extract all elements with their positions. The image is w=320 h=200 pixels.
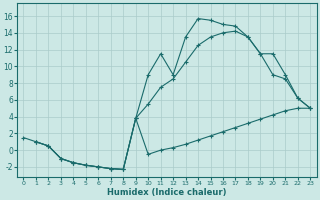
X-axis label: Humidex (Indice chaleur): Humidex (Indice chaleur) (107, 188, 227, 197)
